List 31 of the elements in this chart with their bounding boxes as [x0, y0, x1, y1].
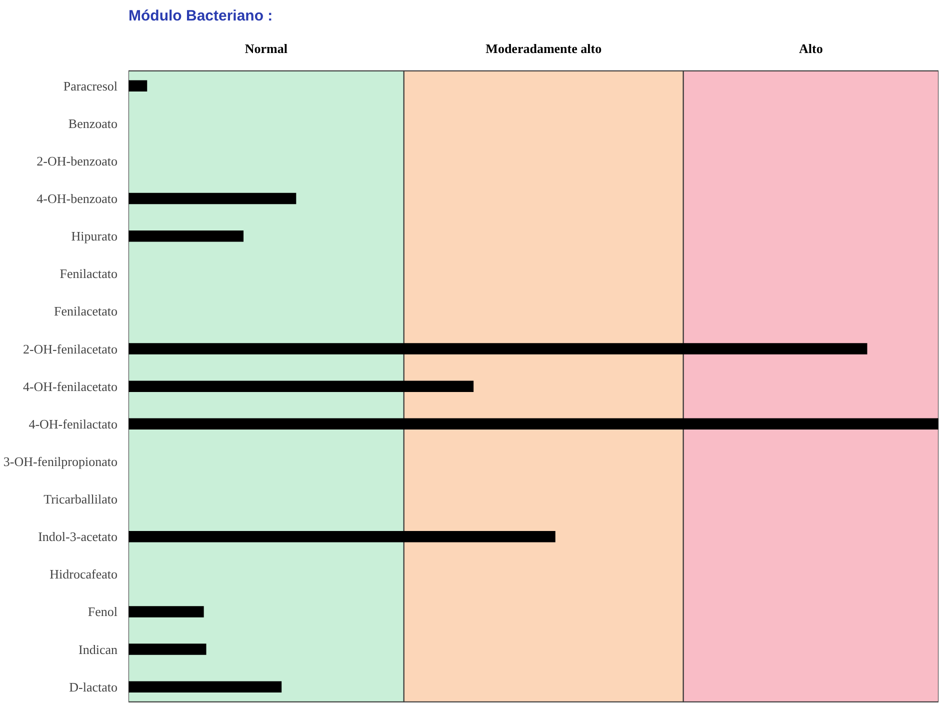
y-tick-label: Benzoato	[68, 116, 118, 131]
bar	[128, 644, 206, 655]
y-tick-label: Indol-3-acetato	[38, 529, 118, 544]
chart-title: Módulo Bacteriano :	[128, 8, 273, 24]
bar	[128, 192, 296, 204]
y-tick-label: Hidrocafeato	[50, 566, 118, 582]
band-label: Normal	[244, 40, 288, 56]
y-tick-label: Fenol	[88, 604, 118, 620]
y-tick-label: Fenilactato	[60, 266, 118, 282]
y-tick-label: 4-OH-fenilactato	[28, 416, 118, 432]
y-tick-label: Indican	[78, 642, 118, 657]
bar	[128, 380, 474, 392]
bar	[128, 418, 938, 430]
y-tick-label: 4-OH-benzoato	[36, 191, 118, 206]
band-label: Alto	[799, 40, 823, 56]
y-tick-label: Paracresol	[63, 78, 118, 94]
bar	[128, 343, 868, 354]
bar	[128, 80, 148, 92]
y-tick-label: 4-OH-fenilacetato	[22, 378, 118, 394]
y-tick-label: Hipurato	[71, 228, 118, 244]
bar	[128, 681, 282, 692]
bar	[128, 530, 556, 542]
y-tick-label: 2-OH-benzoato	[36, 153, 118, 168]
y-tick-label: 3-OH-fenilpropionato	[3, 454, 118, 469]
y-tick-label: D-lactato	[69, 679, 118, 694]
bar	[128, 606, 204, 618]
y-tick-label: Tricarballilato	[44, 492, 118, 507]
y-tick-label: Fenilacetato	[54, 304, 118, 319]
band-label: Moderadamente alto	[486, 40, 602, 56]
bar	[128, 230, 244, 242]
y-tick-label: 2-OH-fenilacetato	[22, 341, 118, 356]
